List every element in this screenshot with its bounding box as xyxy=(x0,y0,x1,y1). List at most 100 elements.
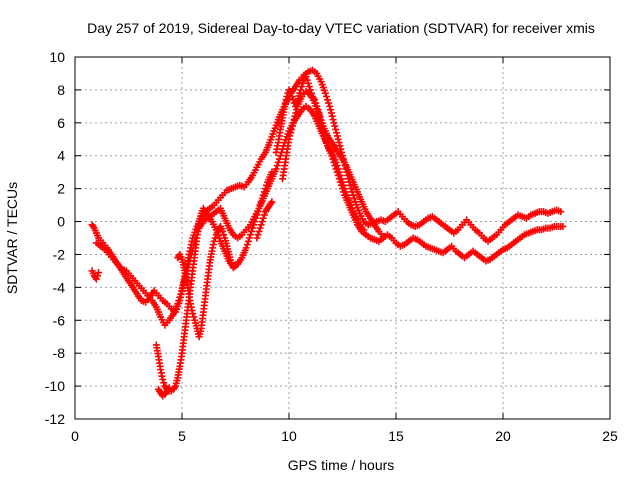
y-tick-label: 0 xyxy=(57,214,65,230)
data-point xyxy=(298,83,306,91)
plot-frame xyxy=(74,56,611,420)
data-point-fill xyxy=(333,132,341,140)
data-point-fill xyxy=(328,112,336,120)
data-point xyxy=(347,185,355,193)
data-point-fill xyxy=(249,224,257,232)
data-point-fill xyxy=(263,181,271,189)
data-point-fill xyxy=(327,106,335,114)
data-point-fill xyxy=(253,211,261,219)
data-point xyxy=(268,168,276,176)
tick-labels: 0 5 10 15 20 25 -12 -10 -8 -6 -4 -2 0 2 4 6 8 10 xyxy=(45,49,618,444)
data-point-fill xyxy=(275,155,283,163)
data-point-fill xyxy=(332,125,340,133)
data-point-fill xyxy=(287,129,295,137)
data-point-fill xyxy=(335,168,343,176)
data-point xyxy=(276,152,284,160)
y-tick-label: -8 xyxy=(53,345,66,361)
data-point-fill xyxy=(248,227,256,235)
data-point-fill xyxy=(160,379,168,387)
data-point-fill xyxy=(348,204,356,212)
data-point xyxy=(287,89,295,97)
x-tick-label: 25 xyxy=(602,428,618,444)
data-point xyxy=(289,96,297,104)
data-point xyxy=(95,269,103,277)
data-point-fill xyxy=(288,122,296,130)
data-point-fill xyxy=(177,290,185,298)
y-tick-label: 10 xyxy=(49,49,65,65)
data-point-fill xyxy=(292,109,300,117)
y-tick-label: -6 xyxy=(53,312,66,328)
data-point-fill xyxy=(260,211,268,219)
data-point-fill xyxy=(274,158,282,166)
data-point-fill xyxy=(258,218,266,226)
data-point xyxy=(178,287,186,295)
data-point xyxy=(336,171,344,179)
data-point-fill xyxy=(340,181,348,189)
data-point xyxy=(557,208,565,216)
chart-title: Day 257 of 2019, Sidereal Day-to-day VTE… xyxy=(87,20,595,36)
data-point-fill xyxy=(324,96,332,104)
data-point-fill xyxy=(256,201,264,209)
data-point-fill xyxy=(336,142,344,150)
data-point xyxy=(257,221,265,229)
data-point xyxy=(339,178,346,186)
data-point-fill xyxy=(322,92,330,100)
data-point-fill xyxy=(303,76,311,84)
data-point xyxy=(341,185,349,193)
y-tick-label: 6 xyxy=(57,115,65,131)
data-point-fill xyxy=(325,99,333,107)
grid xyxy=(75,57,610,419)
y-axis-label: SDTVAR / TECUs xyxy=(4,182,20,294)
x-tick-label: 0 xyxy=(71,428,79,444)
data-point xyxy=(289,119,297,127)
x-tick-label: 5 xyxy=(178,428,186,444)
data-point xyxy=(246,231,254,239)
data-point-fill xyxy=(254,231,262,239)
y-tick-label: 2 xyxy=(57,181,65,197)
data-point-fill xyxy=(256,224,264,232)
data-point xyxy=(347,201,355,209)
data-point-fill xyxy=(290,116,298,124)
data-point xyxy=(302,73,310,81)
data-point-fill xyxy=(220,231,228,239)
x-tick-label: 15 xyxy=(388,428,404,444)
data-point-fill xyxy=(342,188,350,196)
data-point-fill xyxy=(252,214,260,222)
data-point-fill xyxy=(243,241,251,249)
x-axis-label: GPS time / hours xyxy=(288,457,395,473)
data-point xyxy=(326,102,334,110)
data-point-fill xyxy=(258,195,266,203)
data-point xyxy=(210,237,218,245)
data-point-fill xyxy=(335,139,343,147)
data-point xyxy=(253,234,261,242)
data-point-fill xyxy=(329,116,337,124)
y-tick-label: -2 xyxy=(53,246,66,262)
data-point-fill xyxy=(211,234,219,242)
data-point-fill xyxy=(288,125,296,133)
y-tick-label: 4 xyxy=(57,148,65,164)
data-point-fill xyxy=(257,198,265,206)
x-tick-label: 10 xyxy=(281,428,297,444)
data-point xyxy=(174,300,182,308)
y-tick-label: 8 xyxy=(57,82,65,98)
data-point-fill xyxy=(297,86,305,94)
data-point-fill xyxy=(333,129,341,137)
data-point xyxy=(255,204,263,212)
data-point-fill xyxy=(331,122,339,130)
data-marks xyxy=(88,66,567,400)
data-point-fill xyxy=(254,208,262,216)
data-point xyxy=(285,135,293,143)
data-point xyxy=(232,260,239,268)
data-point-fill xyxy=(93,272,101,280)
data-point xyxy=(559,222,567,230)
y-tick-label: -12 xyxy=(45,411,65,427)
data-point xyxy=(159,376,167,384)
data-point-fill xyxy=(291,112,299,120)
y-tick-label: -10 xyxy=(45,378,65,394)
data-point-fill xyxy=(250,221,258,229)
data-point-fill xyxy=(333,162,341,170)
data-point xyxy=(165,384,173,392)
data-point xyxy=(360,226,368,234)
data-point-fill xyxy=(261,185,269,193)
